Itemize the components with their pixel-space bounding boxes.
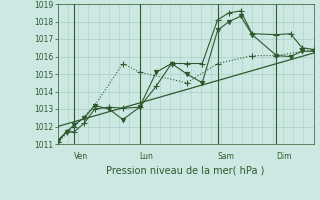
Text: Dim: Dim	[276, 152, 292, 161]
Text: Ven: Ven	[74, 152, 88, 161]
X-axis label: Pression niveau de la mer( hPa ): Pression niveau de la mer( hPa )	[107, 165, 265, 175]
Text: Sam: Sam	[218, 152, 235, 161]
Text: Lun: Lun	[140, 152, 153, 161]
